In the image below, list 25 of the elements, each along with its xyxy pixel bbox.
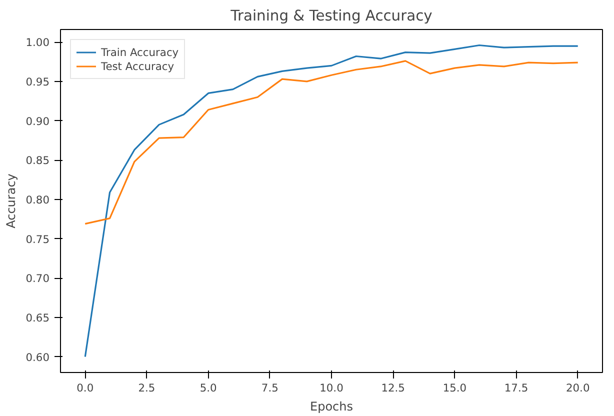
y-tick-label: 0.65 — [26, 311, 50, 324]
x-axis-title: Epochs — [310, 400, 353, 414]
y-tick-label: 0.80 — [26, 193, 50, 206]
x-tick-label: 7.5 — [261, 382, 278, 394]
legend-label: Train Accuracy — [101, 45, 179, 59]
y-tick-label: 0.70 — [26, 272, 50, 286]
y-tick-label: 0.85 — [26, 154, 50, 168]
line-series — [84, 44, 579, 358]
chart-title: Training & Testing Accuracy — [230, 8, 433, 24]
y-tick-label: 0.90 — [26, 114, 50, 128]
x-tick-label: 17.5 — [504, 382, 528, 394]
y-tick-label: 0.75 — [26, 232, 50, 246]
x-tick-label: 0.0 — [76, 382, 94, 394]
x-tick-label: 15.0 — [442, 382, 467, 394]
x-tick-label: 2.5 — [138, 382, 156, 394]
line-series — [84, 60, 579, 225]
x-tick-label: 20.0 — [566, 382, 590, 394]
x-tick-label: 5.0 — [200, 382, 218, 394]
x-tick-label: 12.5 — [381, 382, 405, 394]
legend-label: Test Accuracy — [101, 59, 174, 73]
y-tick-label: 1.00 — [26, 36, 50, 50]
y-tick-label: 0.60 — [26, 350, 50, 364]
y-axis-title: Accuracy — [4, 174, 18, 228]
y-tick-label: 0.95 — [26, 75, 50, 88]
x-tick-label: 10.0 — [320, 382, 344, 394]
